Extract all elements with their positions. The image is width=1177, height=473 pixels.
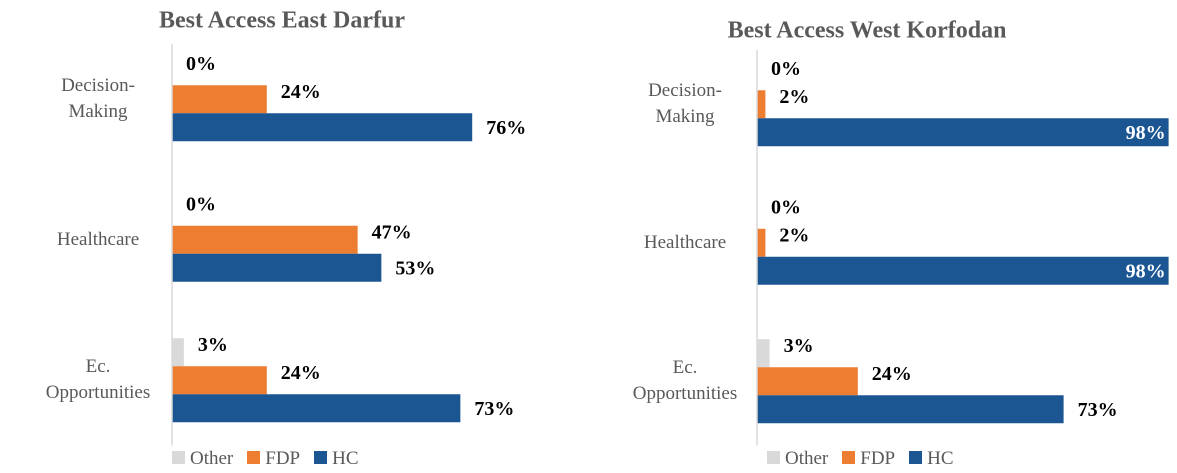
data-label: 3% bbox=[198, 334, 228, 356]
legend-swatch bbox=[842, 451, 856, 464]
bar bbox=[172, 253, 382, 282]
bar bbox=[757, 228, 766, 257]
category-label: Ec. Opportunities bbox=[45, 356, 151, 404]
data-label: 76% bbox=[486, 117, 526, 139]
legend-item: FDP bbox=[247, 448, 300, 470]
bar bbox=[172, 85, 267, 114]
bar bbox=[757, 339, 770, 368]
legend-swatch bbox=[247, 451, 261, 464]
category-label: Healthcare bbox=[56, 228, 140, 250]
legend-swatch bbox=[172, 451, 185, 464]
bar bbox=[757, 367, 858, 396]
legend-item: FDP bbox=[842, 448, 895, 470]
legend-label: FDP bbox=[860, 448, 896, 469]
data-label: 24% bbox=[281, 81, 321, 103]
category-label: Decision-Making bbox=[61, 75, 135, 123]
bar bbox=[172, 366, 267, 395]
legend: Other FDP HC bbox=[172, 448, 359, 470]
bar bbox=[757, 395, 1064, 424]
category-label: Ec. Opportunities bbox=[632, 357, 738, 405]
legend-label: Other bbox=[785, 448, 829, 469]
legend: Other FDP HC bbox=[767, 448, 954, 470]
legend-swatch bbox=[314, 451, 328, 464]
legend-label: FDP bbox=[265, 448, 301, 469]
legend-item: HC bbox=[314, 448, 359, 470]
data-label: 24% bbox=[872, 363, 912, 385]
data-label: 98% bbox=[1126, 260, 1166, 282]
legend-item: Other bbox=[767, 448, 828, 470]
category-label: Healthcare bbox=[643, 231, 727, 253]
data-label: 47% bbox=[372, 221, 412, 243]
legend-label: HC bbox=[927, 448, 954, 469]
bar bbox=[172, 113, 473, 142]
bar bbox=[757, 256, 1169, 285]
legend-swatch bbox=[767, 451, 780, 464]
data-label: 73% bbox=[1078, 399, 1118, 421]
data-label: 0% bbox=[771, 58, 801, 80]
data-label: 98% bbox=[1126, 122, 1166, 144]
bar bbox=[172, 394, 461, 423]
chart-title: Best Access West Korfodan bbox=[728, 18, 1007, 44]
data-label: 0% bbox=[186, 53, 216, 75]
legend-item: HC bbox=[909, 448, 954, 470]
category-label: Decision-Making bbox=[648, 80, 722, 128]
data-label: 73% bbox=[474, 398, 514, 420]
bar bbox=[172, 225, 358, 254]
chart-title: Best Access East Darfur bbox=[159, 8, 405, 34]
data-label: 0% bbox=[771, 196, 801, 218]
data-label: 2% bbox=[779, 224, 809, 246]
bar bbox=[757, 118, 1169, 147]
bar bbox=[172, 338, 184, 367]
data-label: 3% bbox=[784, 335, 814, 357]
legend-swatch bbox=[909, 451, 923, 464]
bar bbox=[757, 90, 766, 119]
data-label: 2% bbox=[779, 86, 809, 108]
data-label: 0% bbox=[186, 193, 216, 215]
data-label: 53% bbox=[395, 257, 435, 279]
legend-item: Other bbox=[172, 448, 233, 470]
legend-label: HC bbox=[332, 448, 359, 469]
legend-label: Other bbox=[190, 448, 234, 469]
data-label: 24% bbox=[281, 362, 321, 384]
